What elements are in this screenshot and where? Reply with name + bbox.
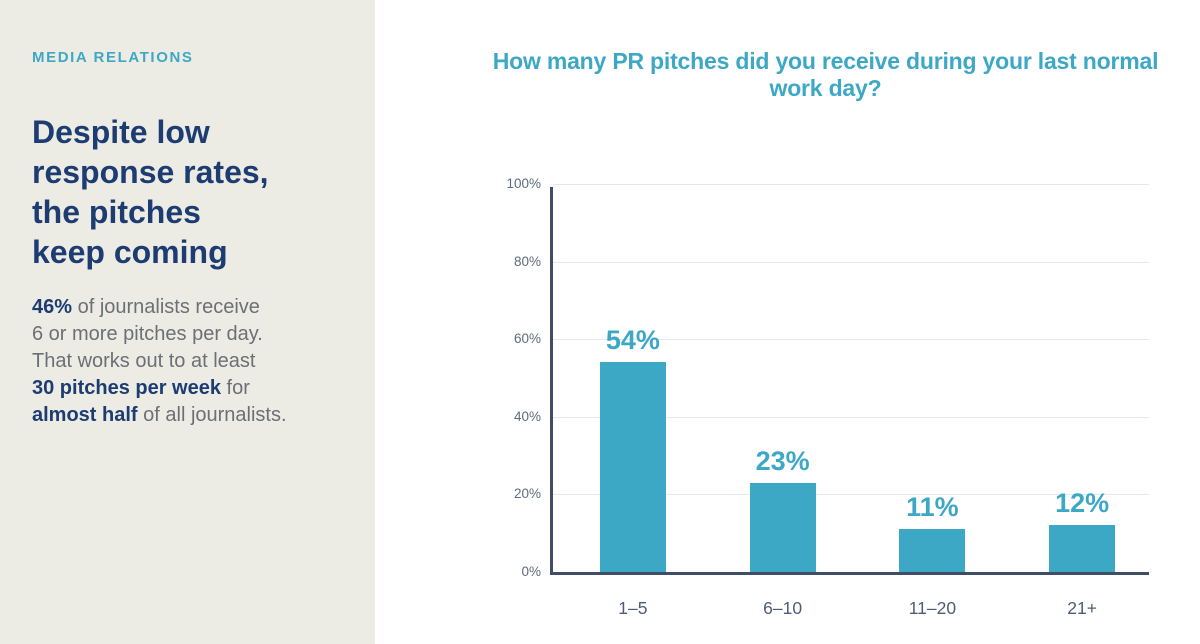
- bar-value-label: 12%: [1055, 488, 1110, 519]
- body-stat-almost-half: almost half: [32, 404, 138, 426]
- y-axis-tick-label: 60%: [513, 331, 541, 347]
- bar-value-label: 11%: [906, 492, 959, 523]
- x-axis-tick-label: 6–10: [763, 598, 803, 618]
- body-text: of journalists receive 6 or more pitches…: [32, 296, 263, 372]
- x-axis-tick-label: 21+: [1067, 598, 1097, 618]
- headline: Despite low response rates, the pitches …: [32, 114, 269, 270]
- x-axis-tick-label: 1–5: [618, 598, 648, 618]
- bar-value-label: 23%: [755, 445, 810, 476]
- chart-title: How many PR pitches did you receive duri…: [492, 48, 1159, 101]
- y-axis-tick-label: 100%: [506, 176, 541, 191]
- bar-value-label: 54%: [605, 325, 660, 356]
- y-axis-tick-label: 80%: [513, 253, 541, 269]
- body-text: for: [226, 377, 250, 399]
- body-stat-46: 46%: [32, 296, 73, 318]
- y-axis-tick-label: 0%: [521, 564, 541, 579]
- body-stat-30-per-week: 30 pitches per week: [32, 377, 221, 399]
- bar-1–5: [599, 362, 666, 572]
- gridline-60: [553, 339, 1149, 341]
- bar-chart-plot-area: 0% 20% 40% 60% 80% 100% 54% 1–5 23% 6–10 11% 11–20 1…: [506, 176, 1149, 618]
- gridline-20: [553, 494, 1149, 496]
- bar-6–10: [749, 482, 816, 572]
- bar-21+: [1049, 525, 1116, 572]
- gridline-40: [553, 416, 1149, 418]
- section-label: MEDIA RELATIONS: [32, 49, 194, 66]
- y-axis-tick-label: 40%: [513, 408, 541, 424]
- x-axis-tick-label: 11–20: [908, 598, 957, 618]
- gridline-100: [553, 184, 1149, 185]
- chart-panel: How many PR pitches did you receive duri…: [375, 0, 1200, 644]
- body-text: of all journalists.: [137, 404, 287, 426]
- y-axis-tick-label: 20%: [513, 486, 541, 502]
- left-panel: MEDIA RELATIONS Despite low response rat…: [0, 0, 375, 644]
- body-copy: 46% of journalists receive 6 or more pit…: [32, 294, 352, 429]
- bar-11–20: [899, 529, 966, 572]
- gridline-80: [553, 261, 1149, 263]
